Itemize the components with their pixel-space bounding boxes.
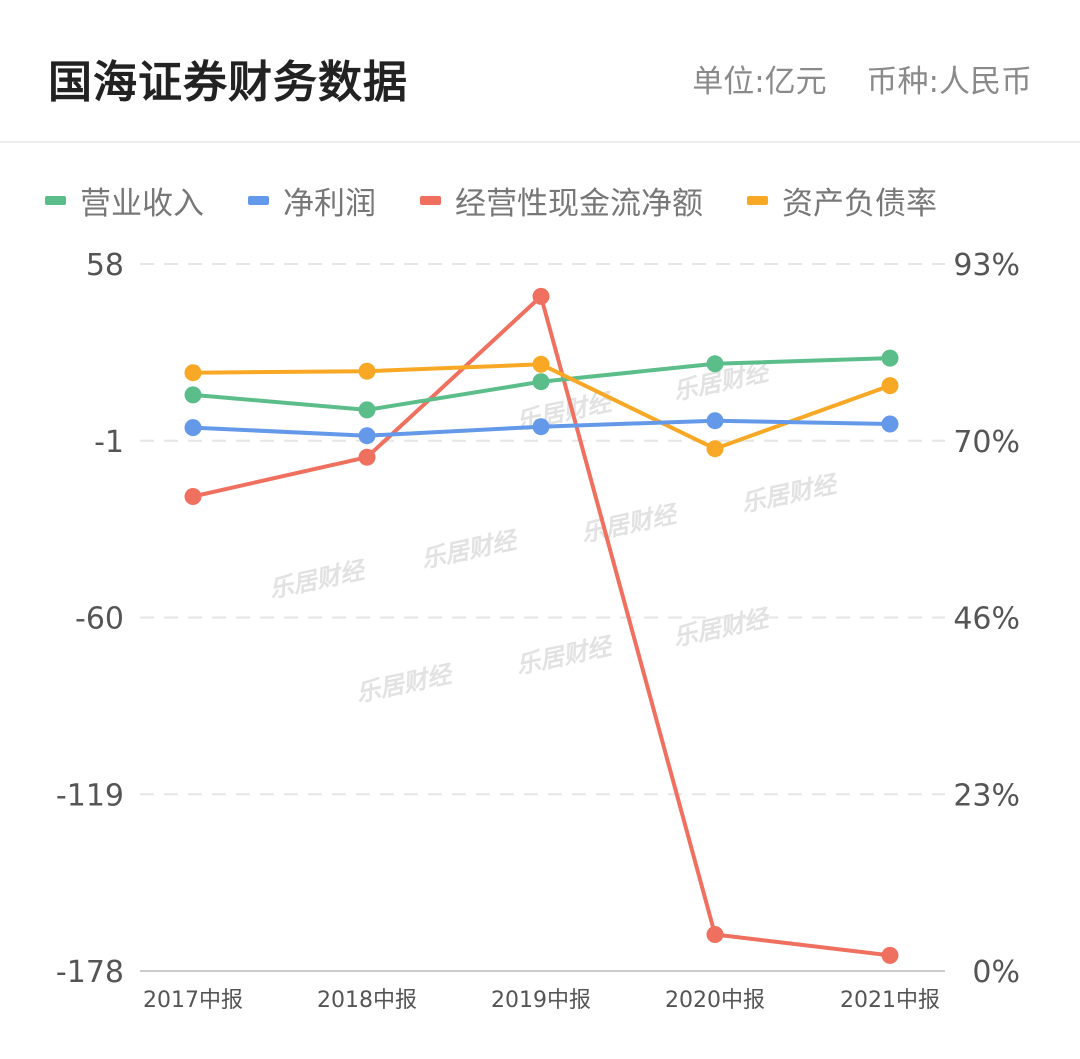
y-tick-label-left: 58 <box>86 248 124 283</box>
data-point <box>184 419 202 437</box>
data-point <box>706 412 724 430</box>
data-point <box>532 355 550 373</box>
legend-swatch-net-profit <box>248 195 269 205</box>
legend-item-revenue[interactable]: 营业收入 <box>45 178 204 223</box>
data-point <box>881 415 899 433</box>
legend-swatch-cash-flow <box>420 195 441 205</box>
data-point <box>358 362 376 380</box>
legend-label-debt-ratio: 资产负债率 <box>782 185 937 222</box>
legend-swatch-revenue <box>45 195 66 205</box>
data-point <box>706 926 724 943</box>
x-tick-label: 2020中报 <box>665 988 765 1013</box>
y-tick-label-right: 46% <box>953 602 1020 637</box>
y-tick-label-right: 0% <box>972 955 1020 990</box>
header: 国海证券财务数据 单位:亿元 币种:人民币 <box>0 0 1080 143</box>
legend-label-net-profit: 净利润 <box>283 185 376 222</box>
data-point <box>532 287 550 305</box>
data-point <box>358 427 376 445</box>
data-point <box>184 386 202 404</box>
data-point <box>532 418 550 436</box>
data-point <box>532 373 550 391</box>
data-point <box>358 448 376 466</box>
chart-legend: 营业收入 净利润 经营性现金流净额 资产负债率 <box>45 178 937 222</box>
legend-item-debt-ratio[interactable]: 资产负债率 <box>747 178 937 223</box>
data-point <box>881 946 899 964</box>
x-tick-label: 2019中报 <box>491 988 591 1013</box>
x-tick-label: 2017中报 <box>143 988 243 1013</box>
y-tick-label-right: 23% <box>953 778 1020 813</box>
legend-item-cash-flow[interactable]: 经营性现金流净额 <box>420 178 703 223</box>
y-tick-label-left: -1 <box>94 425 124 460</box>
data-point <box>881 377 899 395</box>
y-tick-label-right: 93% <box>953 248 1020 283</box>
data-point <box>184 488 202 505</box>
legend-swatch-debt-ratio <box>747 195 768 205</box>
currency-label: 币种:人民币 <box>866 64 1032 100</box>
unit-info: 单位:亿元 币种:人民币 <box>692 56 1032 101</box>
line-chart: 58 93% -1 70% -60 46% -119 23% -178 0% 2017中报 2018中… <box>56 248 1020 1013</box>
unit-label: 单位:亿元 <box>692 64 827 100</box>
data-point <box>358 401 376 419</box>
legend-label-cash-flow: 经营性现金流净额 <box>455 185 703 222</box>
page-title: 国海证券财务数据 <box>48 57 408 108</box>
x-tick-label: 2021中报 <box>840 988 940 1013</box>
data-point <box>881 349 899 367</box>
x-tick-label: 2018中报 <box>317 988 417 1013</box>
series-line <box>192 294 891 958</box>
y-tick-label-left: -60 <box>75 602 124 637</box>
data-point <box>706 440 724 458</box>
data-point <box>184 364 202 382</box>
y-tick-label-left: -119 <box>56 778 124 813</box>
legend-label-revenue: 营业收入 <box>80 185 204 222</box>
y-tick-label-left: -178 <box>56 955 124 990</box>
y-tick-label-right: 70% <box>953 425 1020 460</box>
data-point <box>706 355 724 373</box>
legend-item-net-profit[interactable]: 净利润 <box>248 178 376 223</box>
